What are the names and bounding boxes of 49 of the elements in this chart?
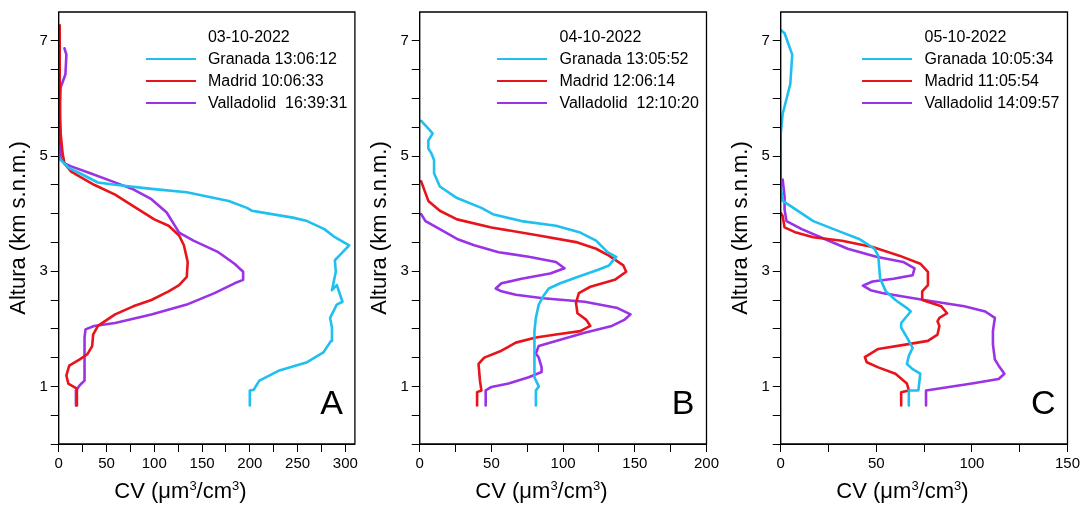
y-tick-label: 3	[39, 261, 48, 279]
y-tick-label: 5	[400, 146, 409, 164]
legend-label: Granada 13:05:52	[559, 49, 689, 69]
y-tick-label: 3	[761, 261, 770, 279]
x-axis-title: CV (μm$^{3}$/cm$^{3}$)	[835, 478, 970, 505]
y-tick-label: 1	[761, 376, 770, 394]
legend-label: Valladolid 14:09:57	[924, 93, 1060, 113]
x-axis-title: CV (μm$^{3}$/cm$^{3}$)	[474, 478, 609, 505]
x-tick-label: 50	[98, 454, 115, 472]
y-tick-label: 7	[400, 30, 409, 48]
y-tick-label: 5	[39, 146, 48, 164]
legend-label: Madrid 12:06:14	[559, 71, 676, 91]
legend-label: Granada 10:05:34	[924, 49, 1054, 69]
y-axis-title: Altura (km s.n.m.)	[727, 141, 753, 315]
y-axis-title: Altura (km s.n.m.)	[366, 141, 392, 315]
legend-label: Madrid 10:06:33	[207, 71, 324, 91]
annotation: C	[1030, 383, 1056, 422]
x-tick-label: 300	[332, 454, 358, 472]
y-axis-title: Altura (km s.n.m.)	[5, 141, 31, 315]
y-tick-label: 5	[761, 146, 770, 164]
legend-label: Madrid 11:05:54	[924, 71, 1039, 91]
legend-title: 04-10-2022	[558, 27, 643, 47]
x-tick-label: 200	[693, 454, 719, 472]
x-tick-label: 200	[237, 454, 263, 472]
legend-label: Valladolid 16:39:31	[207, 93, 348, 113]
annotation: B	[671, 383, 695, 422]
legend-title: 05-10-2022	[923, 27, 1008, 47]
y-tick-label: 7	[761, 30, 770, 48]
legend-title: 03-10-2022	[206, 27, 291, 47]
x-axis-title: CV (μm$^{3}$/cm$^{3}$)	[113, 478, 248, 505]
x-tick-label: 250	[285, 454, 311, 472]
x-tick-label: 100	[141, 454, 167, 472]
x-tick-label: 150	[1054, 454, 1080, 472]
x-tick-label: 0	[415, 454, 424, 472]
x-tick-label: 0	[54, 454, 63, 472]
annotation: A	[320, 383, 344, 422]
y-tick-label: 1	[400, 376, 409, 394]
x-tick-label: 100	[550, 454, 576, 472]
x-tick-label: 50	[483, 454, 500, 472]
y-tick-label: 3	[400, 261, 409, 279]
legend-label: Valladolid 12:10:20	[559, 93, 699, 113]
legend-label: Granada 13:06:12	[207, 49, 337, 69]
x-tick-label: 50	[867, 454, 885, 472]
x-tick-label: 150	[622, 454, 648, 472]
x-tick-label: 0	[776, 454, 785, 472]
y-tick-label: 7	[39, 30, 48, 48]
y-tick-label: 1	[39, 376, 48, 394]
x-tick-label: 100	[959, 454, 985, 472]
x-tick-label: 150	[189, 454, 215, 472]
